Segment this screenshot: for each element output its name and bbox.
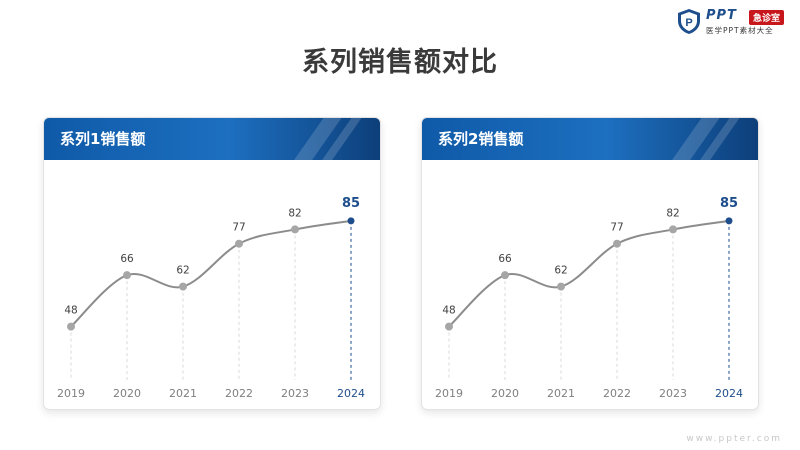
- x-tick-label: 2020: [113, 387, 141, 400]
- chart-card-series-1: 系列1销售额 48 2019 66 2020 62 2021 77 2022 82 2023 85 2…: [43, 117, 381, 410]
- data-label: 77: [232, 222, 245, 234]
- data-label: 62: [554, 265, 567, 277]
- line-chart-series-2: 48 2019 66 2020 62 2021 77 2022 82 2023 85 2024: [435, 196, 743, 400]
- data-point: [613, 239, 621, 248]
- data-label: 77: [610, 222, 623, 234]
- data-label: 48: [442, 305, 455, 317]
- logo-mark: P: [685, 17, 692, 29]
- card-title: 系列2销售额: [438, 130, 524, 148]
- x-tick-label: 2023: [659, 387, 687, 400]
- highlight-data-label: 85: [342, 196, 360, 211]
- x-tick-label: 2020: [491, 387, 519, 400]
- logo-badge: 急诊室: [749, 10, 785, 25]
- data-point: [445, 322, 453, 331]
- footer-url: www.ppter.com: [686, 434, 782, 444]
- brand-logo: P PPT 急诊室 医学PPT素材大全: [677, 8, 793, 36]
- x-tick-label: 2023: [281, 387, 309, 400]
- line-chart-series-1: 48 2019 66 2020 62 2021 77 2022 82 2023 85 2024: [57, 196, 365, 400]
- data-point: [123, 271, 131, 280]
- card-title: 系列1销售额: [60, 130, 146, 148]
- logo-subtitle: 医学PPT素材大全: [706, 26, 774, 35]
- series-line: [448, 219, 730, 328]
- x-tick-label: 2022: [603, 387, 631, 400]
- page-title: 系列销售额对比: [302, 47, 498, 78]
- data-label: 62: [176, 265, 189, 277]
- x-tick-label: 2024: [337, 387, 365, 400]
- data-label: 82: [666, 207, 679, 219]
- highlight-data-point: [725, 217, 733, 225]
- data-label: 48: [64, 305, 77, 317]
- card-header: 系列2销售额: [422, 118, 758, 160]
- data-point: [669, 225, 677, 234]
- series-line: [70, 219, 352, 328]
- chart-card-series-2: 系列2销售额 48 2019 66 2020 62 2021 77 2022 82 2023 85 2…: [421, 117, 759, 410]
- x-tick-label: 2022: [225, 387, 253, 400]
- x-tick-label: 2021: [547, 387, 575, 400]
- data-label: 66: [498, 253, 512, 265]
- card-header: 系列1销售额: [44, 118, 380, 160]
- data-label: 66: [120, 253, 134, 265]
- x-tick-label: 2021: [169, 387, 197, 400]
- highlight-data-point: [347, 217, 355, 225]
- data-point: [67, 322, 75, 331]
- data-point: [557, 282, 565, 291]
- data-label: 82: [288, 207, 301, 219]
- shield-icon: P: [678, 9, 700, 34]
- x-tick-label: 2024: [715, 387, 743, 400]
- x-tick-label: 2019: [57, 387, 85, 400]
- x-tick-label: 2019: [435, 387, 463, 400]
- data-point: [235, 239, 243, 248]
- data-point: [179, 282, 187, 291]
- data-point: [291, 225, 299, 234]
- highlight-data-label: 85: [720, 196, 738, 211]
- logo-text: PPT: [706, 8, 737, 23]
- data-point: [501, 271, 509, 280]
